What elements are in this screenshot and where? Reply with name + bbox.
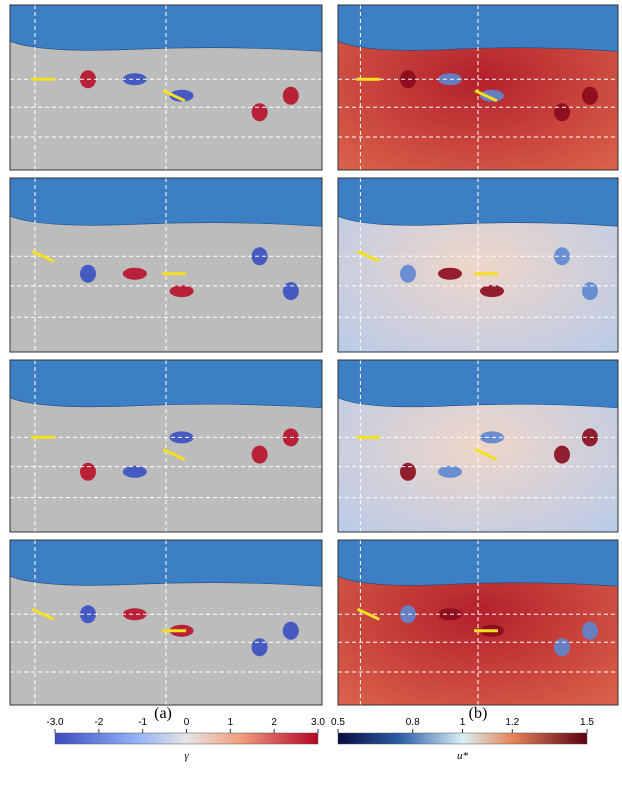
panel-label: (a) (154, 705, 172, 722)
panel (338, 540, 618, 705)
vortex (554, 638, 570, 656)
tick-label: 1 (228, 717, 234, 728)
tick-label: 1.5 (580, 717, 594, 728)
vortex (400, 265, 416, 283)
tick-label: -2 (94, 717, 103, 728)
vortex (582, 282, 598, 300)
panel (338, 360, 618, 532)
figure: (a) (b) -3.0 -2 -1 0 1 2 3.0 γ 0.5 0.8 1 1.2 1.5 u* (0, 0, 622, 805)
panel (10, 540, 322, 705)
vortex (123, 466, 147, 478)
vortex (123, 268, 147, 280)
vortex (252, 103, 268, 121)
vortex (554, 103, 570, 121)
vortex (80, 265, 96, 283)
vortex (582, 87, 598, 105)
vortex (252, 638, 268, 656)
colorbar-label: γ (184, 750, 189, 762)
tick-label: -1 (138, 717, 147, 728)
vortex (438, 466, 462, 478)
tick-label: 1.2 (505, 717, 519, 728)
tick-label: -3.0 (46, 717, 64, 728)
vortex (283, 622, 299, 640)
vortex (554, 446, 570, 464)
vortex (400, 463, 416, 481)
vortex (170, 285, 194, 297)
colorbar (55, 733, 318, 744)
tick-label: 2 (271, 717, 277, 728)
colorbars: -3.0 -2 -1 0 1 2 3.0 γ 0.5 0.8 1 1.2 1.5 u* (46, 717, 594, 762)
vortex (582, 622, 598, 640)
panel (10, 178, 322, 352)
panel (338, 5, 618, 170)
vortex (480, 285, 504, 297)
page: {"panel_labels": ["(a)", "(b)"], "colorb… (0, 0, 622, 810)
panel-label: (b) (469, 705, 488, 722)
tick-label: 0 (184, 717, 190, 728)
tick-label: 1 (460, 717, 466, 728)
tick-label: 0.8 (406, 717, 420, 728)
vortex (438, 268, 462, 280)
vortex (283, 87, 299, 105)
vortex (80, 463, 96, 481)
tick-label: 0.5 (331, 717, 345, 728)
panel (10, 5, 322, 170)
colorbar-label: u* (457, 750, 469, 762)
colorbar (338, 733, 587, 744)
panel (338, 178, 618, 352)
vortex (283, 282, 299, 300)
tick-label: 3.0 (311, 717, 325, 728)
panels (10, 5, 618, 705)
vortex (252, 446, 268, 464)
panel (10, 360, 322, 532)
